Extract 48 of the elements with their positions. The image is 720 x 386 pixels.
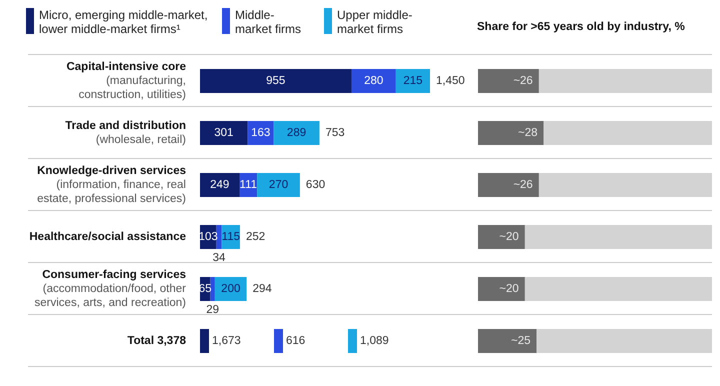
data-label: ~26 bbox=[513, 75, 533, 88]
y-tick-label: Trade and distribution (wholesale, retail) bbox=[65, 120, 186, 146]
y-tick-label: Knowledge-driven services (information, finance, real estate, professional services) bbox=[37, 165, 186, 206]
y-tick-label: Consumer-facing services (accommodation/food, other services, arts, and recreation) bbox=[34, 269, 186, 310]
annotation: 616 bbox=[286, 335, 306, 347]
data-label: 289 bbox=[286, 127, 306, 140]
data-label: 955 bbox=[266, 75, 286, 88]
total-label: 294 bbox=[252, 283, 272, 296]
bar bbox=[200, 173, 240, 197]
annotation: 1,673 bbox=[212, 335, 241, 347]
data-label: 280 bbox=[364, 75, 384, 88]
legend-label: Upper middle-market firms bbox=[337, 8, 414, 36]
bar bbox=[257, 173, 300, 197]
legend-label: Middle-market firms bbox=[235, 8, 302, 36]
data-label: 34 bbox=[212, 252, 226, 264]
legend-label: Micro, emerging middle-market, lower middle-market firms¹ bbox=[39, 8, 208, 36]
data-label: 249 bbox=[210, 179, 230, 192]
data-label: 163 bbox=[251, 127, 270, 140]
data-label: ~26 bbox=[513, 179, 533, 192]
y-tick-label: Capital-intensive core (manufacturing, construction, utilities) bbox=[66, 61, 186, 102]
data-label: 29 bbox=[206, 304, 220, 316]
total-label: 1,450 bbox=[436, 75, 465, 88]
data-label: 215 bbox=[403, 75, 423, 88]
y-tick-label: Healthcare/social assistance bbox=[29, 231, 186, 244]
annotation: 1,089 bbox=[360, 335, 389, 347]
total-label: 252 bbox=[246, 231, 266, 244]
bar bbox=[396, 69, 430, 93]
data-label: ~25 bbox=[510, 335, 530, 348]
data-label: ~20 bbox=[499, 231, 519, 244]
bar bbox=[478, 225, 525, 249]
bar bbox=[210, 277, 215, 301]
y-tick-label: Total 3,378 bbox=[127, 335, 187, 348]
data-label: 270 bbox=[268, 179, 288, 192]
bar bbox=[478, 277, 525, 301]
data-label: ~20 bbox=[499, 283, 519, 296]
bar bbox=[200, 69, 352, 93]
chart-title: Share for >65 years old by industry, % bbox=[477, 21, 685, 33]
bar bbox=[200, 121, 248, 145]
data-label: 115 bbox=[222, 231, 240, 244]
bar bbox=[274, 121, 320, 145]
data-label: 301 bbox=[214, 127, 234, 140]
total-label: 630 bbox=[306, 179, 326, 192]
data-label: 200 bbox=[221, 283, 240, 296]
bar bbox=[351, 69, 396, 93]
data-label: 103 bbox=[198, 231, 218, 244]
data-label: ~28 bbox=[518, 127, 538, 140]
data-label: 111 bbox=[240, 179, 258, 192]
total-label: 753 bbox=[325, 127, 345, 140]
